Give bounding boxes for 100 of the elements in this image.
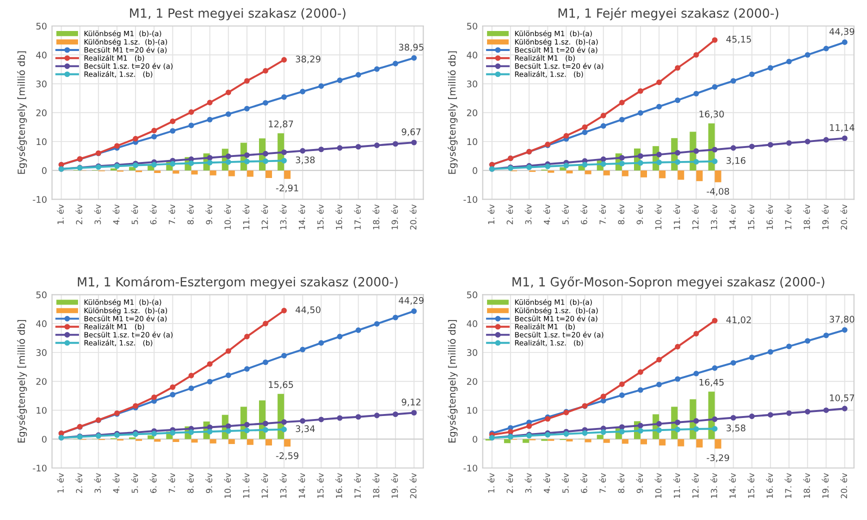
x-tick-label: 1. év [488, 473, 494, 493]
y-tick-label: 0 [472, 436, 478, 443]
x-tick-label: 11. év [242, 204, 250, 230]
x-tick-label: 19. év [822, 473, 829, 498]
y-tick-label: 30 [467, 349, 478, 356]
x-tick-label: 18. év [803, 473, 810, 498]
y-tick-label: -10 [32, 196, 47, 203]
x-tick-label: 3. év [524, 473, 532, 493]
x-tick-label: 3. év [94, 473, 101, 493]
data-label: 44,29 [398, 297, 424, 305]
x-tick-label: 16. év [766, 204, 773, 230]
y-axis-title: Egységtengely [millió db] [17, 320, 27, 442]
y-axis-title: Egységtengely [millió db] [448, 320, 458, 442]
x-tick-label: 17. év [784, 204, 792, 230]
y-tick-label: 30 [36, 349, 47, 356]
x-tick-label: 1. év [56, 204, 64, 224]
x-tick-label: 7. év [599, 204, 606, 224]
chart-title: M1, 1 Pest megyei szakasz (2000-) [130, 8, 346, 20]
x-tick-label: 2. év [76, 473, 82, 493]
x-tick-label: 14. év [298, 204, 306, 230]
data-label: -3,29 [706, 454, 730, 462]
y-tick-label: 50 [36, 291, 47, 298]
chart-title: M1, 1 Győr-Moson-Sopron megyei szakasz (2000-) [512, 276, 824, 289]
x-tick-label: 11. év [673, 204, 680, 230]
x-tick-label: 6. év [150, 204, 157, 224]
data-label: 37,80 [830, 316, 854, 324]
y-tick-label: 20 [467, 378, 478, 385]
x-tick-label: 12. év [261, 473, 268, 498]
x-tick-label: 3. év [524, 204, 532, 224]
data-label: 3,16 [726, 157, 746, 165]
x-tick-label: 14. év [728, 473, 736, 498]
data-label: 44,39 [829, 28, 854, 36]
x-tick-label: 9. év [205, 473, 212, 493]
x-tick-label: 3. év [94, 204, 101, 224]
data-label: 41,02 [726, 316, 751, 324]
data-label: 12,87 [268, 120, 293, 128]
x-tick-label: 20. év [840, 204, 848, 230]
x-tick-label: 2. év [506, 473, 513, 493]
x-tick-label: 12. év [261, 204, 268, 230]
x-tick-label: 15. év [748, 204, 754, 230]
y-axis-title: Egységtengely [millió db] [448, 51, 458, 174]
x-tick-label: 18. év [803, 204, 810, 230]
x-tick-label: 15. év [748, 473, 754, 498]
x-tick-label: 2. év [76, 204, 82, 224]
x-tick-label: 5. év [131, 204, 138, 224]
data-label: 38,95 [399, 44, 424, 52]
data-label: 16,45 [700, 378, 724, 387]
x-tick-label: 6. év [580, 204, 588, 224]
x-tick-label: 5. év [562, 473, 569, 493]
data-label: 44,50 [296, 306, 320, 314]
y-tick-label: 20 [36, 109, 47, 116]
data-label: -2,59 [276, 452, 298, 460]
x-tick-label: 17. év [784, 473, 792, 498]
x-tick-label: 20. év [410, 473, 416, 498]
x-tick-label: 14. év [728, 204, 736, 230]
x-tick-label: 11. év [242, 473, 250, 498]
y-tick-label: 40 [36, 320, 47, 328]
x-tick-label: 17. év [354, 204, 361, 230]
x-tick-label: 8. év [618, 473, 624, 493]
x-tick-label: 7. év [168, 204, 176, 224]
data-label: 11,14 [830, 124, 854, 132]
x-tick-label: 12. év [692, 204, 699, 230]
x-tick-label: 12. év [692, 473, 699, 498]
y-tick-label: 20 [36, 378, 47, 385]
y-tick-label: 40 [466, 52, 478, 58]
data-label: 3,58 [726, 424, 746, 432]
y-tick-label: 30 [36, 80, 47, 88]
x-tick-label: 16. év [766, 473, 773, 498]
y-tick-label: 0 [42, 167, 47, 174]
data-label: 16,30 [700, 110, 724, 118]
x-tick-label: 14. év [298, 473, 306, 498]
y-tick-label: 30 [467, 80, 478, 88]
x-tick-label: 4. év [543, 204, 550, 224]
x-tick-label: 9. év [636, 473, 643, 493]
x-tick-label: 16. év [335, 473, 342, 498]
x-tick-label: 10. év [224, 473, 231, 498]
x-tick-label: 20. év [840, 473, 848, 498]
x-tick-label: 15. év [316, 204, 324, 230]
y-tick-label: 10 [467, 138, 478, 146]
x-tick-label: 5. év [131, 473, 138, 493]
data-label: 3,38 [296, 156, 315, 164]
x-tick-label: 10. év [224, 204, 231, 230]
y-tick-label: 10 [467, 406, 478, 414]
x-tick-label: 8. év [186, 473, 194, 493]
y-tick-label: 10 [36, 138, 47, 146]
y-tick-label: -10 [464, 464, 478, 472]
y-tick-label: 50 [467, 22, 478, 30]
data-label: 9,67 [402, 128, 421, 136]
data-label: 15,65 [268, 381, 293, 389]
x-tick-label: 16. év [335, 204, 342, 230]
x-tick-label: 15. év [316, 473, 324, 498]
x-tick-label: 19. év [391, 473, 398, 498]
y-tick-label: 40 [36, 52, 47, 58]
x-tick-label: 18. év [372, 473, 380, 498]
y-axis-title: Egységtengely [millió db] [17, 51, 27, 174]
x-tick-label: 6. év [580, 473, 588, 493]
data-label: 9,12 [402, 398, 420, 406]
x-tick-label: 13. év [710, 204, 718, 230]
x-tick-label: 2. év [506, 204, 513, 224]
x-tick-label: 19. év [822, 204, 829, 230]
